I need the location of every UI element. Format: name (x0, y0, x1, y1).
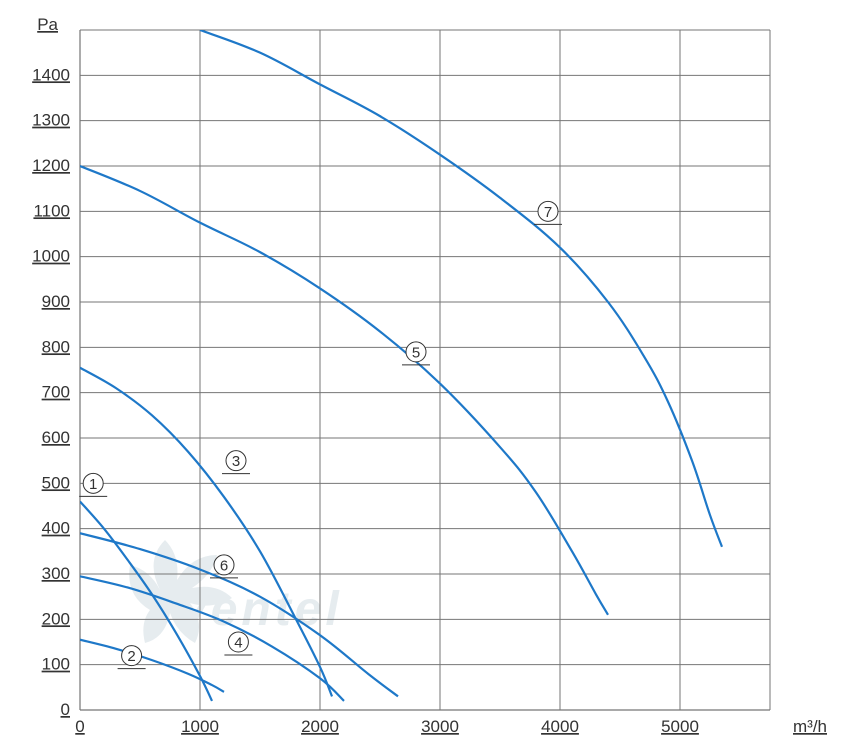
svg-text:5: 5 (412, 344, 420, 361)
chart-svg: ventel0100200300400500600700800900100011… (10, 10, 850, 738)
y-tick-label: 600 (42, 428, 70, 447)
y-tick-label: 800 (42, 337, 70, 356)
y-tick-label: 300 (42, 564, 70, 583)
x-tick-label: 1000 (181, 717, 219, 736)
fan-performance-chart: ventel0100200300400500600700800900100011… (10, 10, 850, 738)
y-tick-label: 0 (61, 700, 70, 719)
y-tick-label: 100 (42, 655, 70, 674)
y-tick-label: 1000 (32, 247, 70, 266)
y-tick-label: 500 (42, 473, 70, 492)
y-tick-label: 1400 (32, 65, 70, 84)
y-tick-label: 900 (42, 292, 70, 311)
x-tick-label: 3000 (421, 717, 459, 736)
curve-label-5: 5 (402, 342, 430, 365)
svg-text:3: 3 (232, 453, 240, 470)
curve-3 (80, 368, 332, 697)
svg-text:1: 1 (89, 476, 97, 493)
curve-7 (200, 30, 722, 547)
y-tick-label: 400 (42, 519, 70, 538)
x-axis-label: m³/h (793, 717, 827, 736)
svg-text:ventel: ventel (180, 583, 343, 636)
y-axis-label: Pa (37, 15, 58, 34)
curve-2 (80, 640, 224, 692)
curve-label-1: 1 (79, 473, 107, 496)
svg-text:4: 4 (234, 635, 242, 652)
x-tick-label: 0 (75, 717, 84, 736)
svg-text:7: 7 (544, 204, 552, 221)
x-tick-label: 4000 (541, 717, 579, 736)
y-tick-label: 1100 (33, 201, 70, 220)
svg-text:6: 6 (220, 557, 228, 574)
x-tick-label: 5000 (661, 717, 699, 736)
svg-text:2: 2 (127, 648, 135, 665)
y-tick-label: 1300 (32, 111, 70, 130)
curve-label-7: 7 (534, 201, 562, 224)
x-tick-label: 2000 (301, 717, 339, 736)
y-tick-label: 200 (42, 609, 70, 628)
y-tick-label: 700 (42, 383, 70, 402)
curve-label-3: 3 (222, 451, 250, 474)
y-tick-label: 1200 (32, 156, 70, 175)
